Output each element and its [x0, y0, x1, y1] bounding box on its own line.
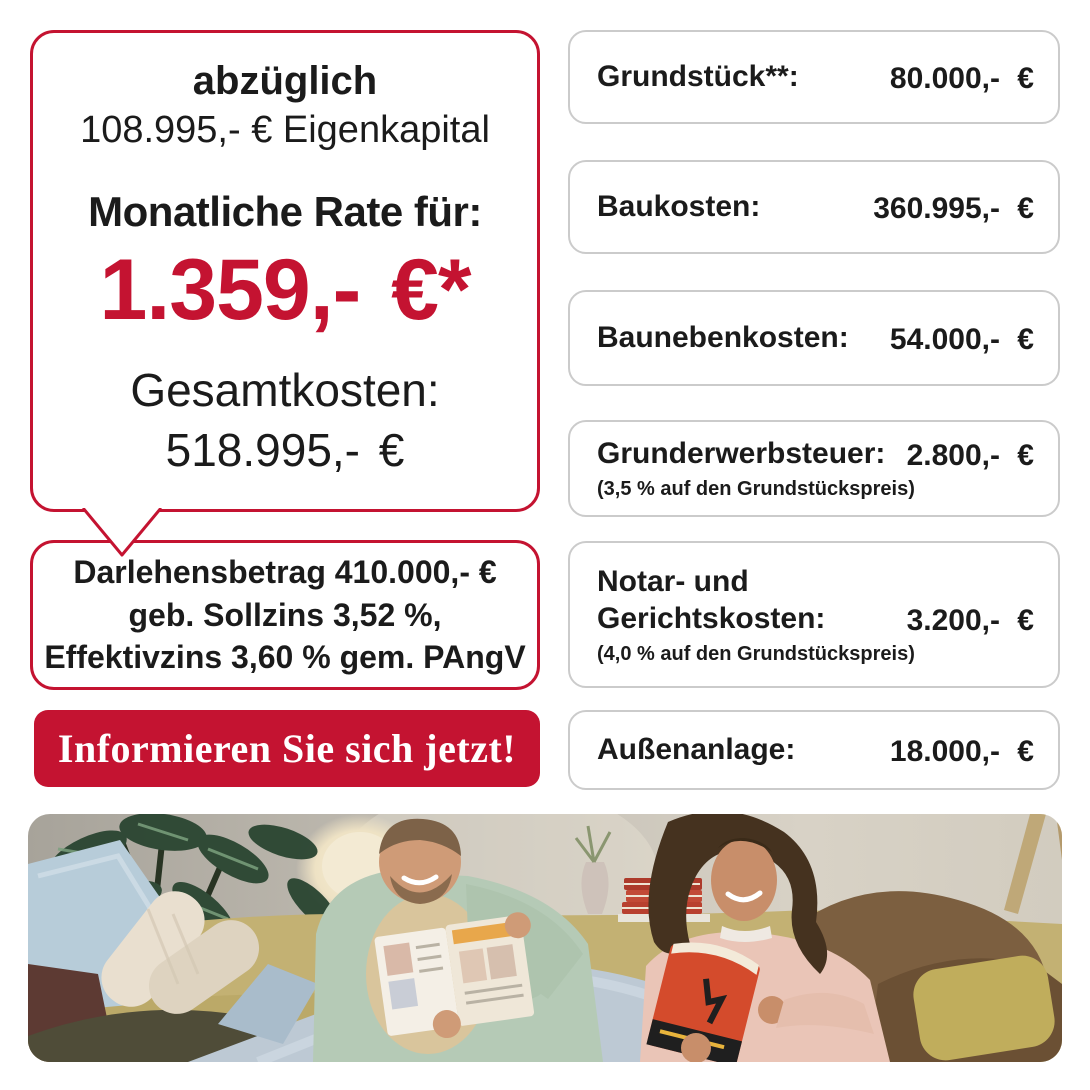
photo-illustration [28, 814, 1062, 1062]
bubble-abzueglich: abzüglich [192, 59, 378, 103]
inform-now-button[interactable]: Informieren Sie sich jetzt! [34, 710, 540, 787]
woman-reading [640, 814, 890, 1062]
cost-label: Notar- und Gerichtskosten: [597, 564, 826, 636]
cost-card-grundstueck: Grundstück**: 80.000,- € [568, 30, 1060, 124]
cost-card-notar-gericht: Notar- und Gerichtskosten: 3.200,- € (4,… [568, 541, 1060, 688]
cost-label: Baunebenkosten: [597, 321, 849, 355]
cost-label: Grunderwerbsteuer: [597, 437, 886, 471]
cost-value: 3.200,- € [906, 603, 1034, 637]
cost-card-grunderwerbsteuer: Grunderwerbsteuer: 2.800,- € (3,5 % auf … [568, 420, 1060, 517]
bubble-rate-value: 1.359,- €* [99, 241, 472, 338]
cost-note: (4,0 % auf den Grundstückspreis) [597, 642, 915, 665]
loan-amount-line: Darlehensbetrag 410.000,- € [73, 554, 497, 591]
bubble-eigenkapital: 108.995,- € Eigenkapital [80, 109, 490, 151]
cost-card-aussenanlage: Außenanlage: 18.000,- € [568, 710, 1060, 790]
cost-value: 80.000,- € [889, 61, 1034, 95]
cost-value: 18.000,- € [889, 734, 1034, 768]
magazine [374, 912, 535, 1039]
cost-value: 2.800,- € [906, 438, 1034, 472]
couple-reading-photo [28, 814, 1062, 1062]
cost-card-baukosten: Baukosten: 360.995,- € [568, 160, 1060, 254]
cost-value: 54.000,- € [889, 322, 1034, 356]
bubble-rate-heading: Monatliche Rate für: [88, 187, 482, 235]
monthly-rate-bubble: abzüglich 108.995,- € Eigenkapital Monat… [30, 30, 540, 512]
speech-bubble-tail-icon [81, 508, 163, 557]
loan-effektiv-line: Effektivzins 3,60 % gem. PAngV [44, 639, 526, 676]
cost-label: Grundstück**: [597, 60, 799, 94]
bubble-total-value: 518.995,- € [165, 423, 405, 476]
cost-label: Außenanlage: [597, 733, 796, 767]
cost-note: (3,5 % auf den Grundstückspreis) [597, 477, 915, 500]
cost-card-baunebenkosten: Baunebenkosten: 54.000,- € [568, 290, 1060, 386]
cost-label: Baukosten: [597, 190, 761, 224]
socks [101, 891, 260, 1014]
cost-value: 360.995,- € [873, 191, 1034, 225]
bubble-total-heading: Gesamtkosten: [130, 363, 440, 416]
loan-sollzins-line: geb. Sollzins 3,52 %, [128, 596, 442, 633]
loan-conditions-box: Darlehensbetrag 410.000,- € geb. Sollzin… [30, 540, 540, 690]
